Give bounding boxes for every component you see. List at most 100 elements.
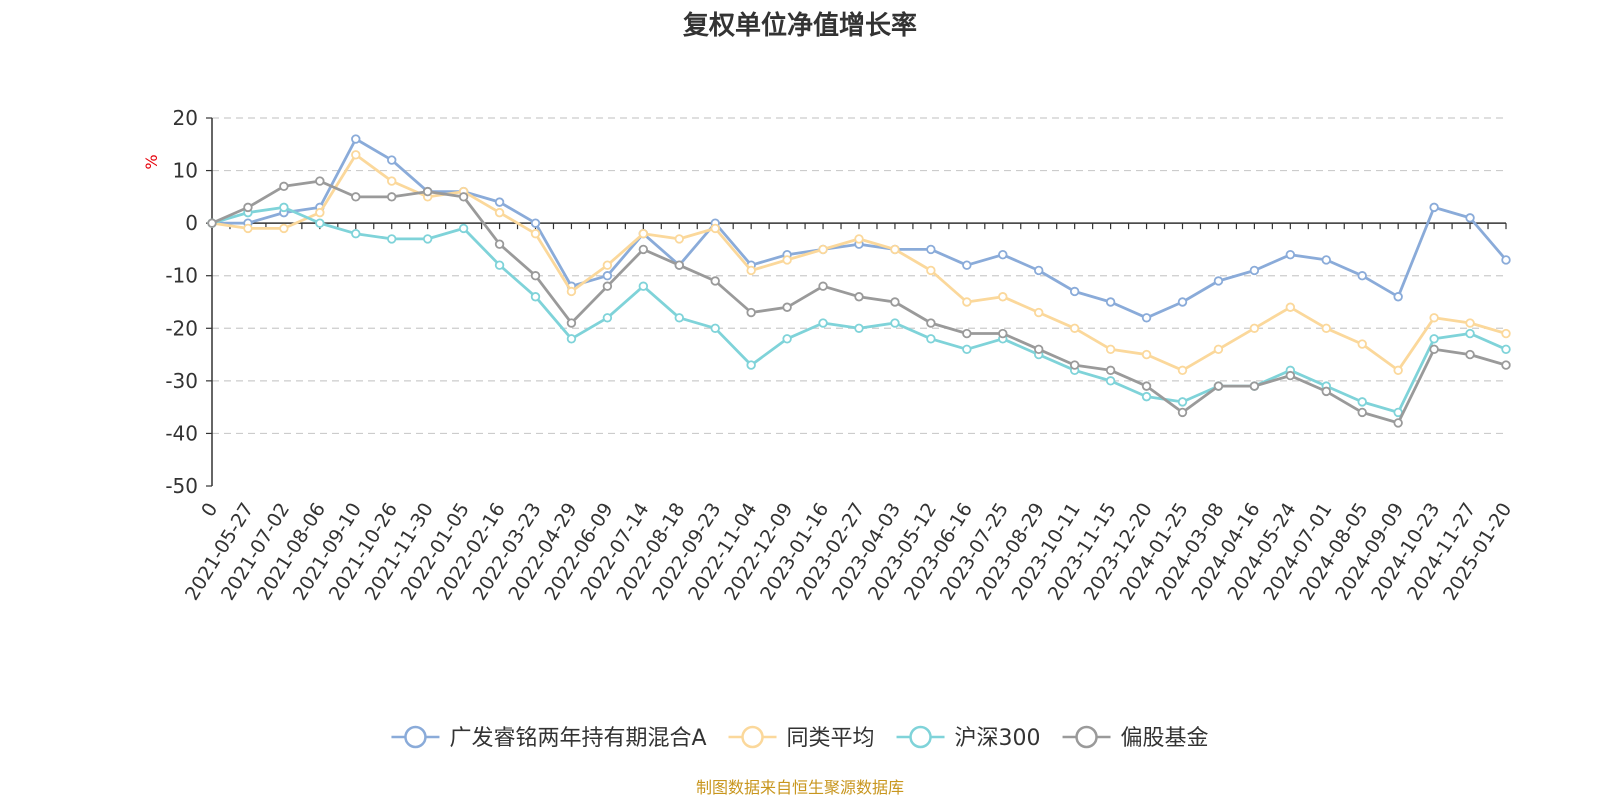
- data-point[interactable]: [494, 207, 505, 218]
- data-point[interactable]: [1501, 255, 1511, 265]
- data-point[interactable]: [1141, 381, 1152, 391]
- data-point[interactable]: [387, 155, 397, 165]
- legend-item[interactable]: 偏股基金: [1062, 725, 1209, 751]
- data-point[interactable]: [674, 260, 684, 270]
- data-point[interactable]: [998, 292, 1008, 302]
- data-point[interactable]: [1429, 313, 1439, 323]
- data-point[interactable]: [530, 271, 541, 281]
- data-point[interactable]: [746, 265, 756, 276]
- data-point[interactable]: [998, 249, 1008, 260]
- data-point[interactable]: [1465, 213, 1475, 223]
- data-point[interactable]: [1141, 349, 1152, 360]
- data-point[interactable]: [1285, 249, 1296, 260]
- data-point[interactable]: [1465, 328, 1475, 339]
- data-point[interactable]: [494, 197, 505, 207]
- data-point[interactable]: [243, 223, 253, 234]
- data-point[interactable]: [1429, 334, 1439, 344]
- data-point[interactable]: [602, 313, 613, 323]
- data-point[interactable]: [782, 302, 792, 312]
- data-point[interactable]: [602, 271, 613, 281]
- data-point[interactable]: [494, 260, 505, 270]
- data-point[interactable]: [1285, 370, 1296, 381]
- data-point[interactable]: [782, 255, 792, 265]
- data-point[interactable]: [530, 228, 541, 239]
- data-point[interactable]: [782, 334, 792, 344]
- data-point[interactable]: [674, 234, 684, 244]
- data-point[interactable]: [746, 360, 756, 370]
- legend-item[interactable]: 广发睿铭两年持有期混合A: [391, 725, 707, 751]
- data-point[interactable]: [926, 334, 936, 344]
- data-point[interactable]: [1069, 323, 1080, 333]
- data-point[interactable]: [351, 192, 361, 202]
- data-point[interactable]: [279, 202, 289, 213]
- data-point[interactable]: [854, 292, 864, 302]
- data-point[interactable]: [207, 218, 217, 228]
- data-point[interactable]: [1429, 344, 1439, 355]
- data-point[interactable]: [962, 297, 972, 307]
- data-point[interactable]: [422, 186, 433, 197]
- data-point[interactable]: [1105, 344, 1116, 355]
- data-point[interactable]: [1105, 297, 1116, 307]
- data-point[interactable]: [1357, 397, 1367, 407]
- data-point[interactable]: [890, 297, 900, 307]
- data-point[interactable]: [1249, 323, 1260, 333]
- data-point[interactable]: [1465, 318, 1475, 328]
- data-point[interactable]: [1213, 344, 1224, 355]
- data-point[interactable]: [566, 334, 577, 344]
- data-point[interactable]: [1429, 202, 1439, 213]
- data-point[interactable]: [854, 323, 864, 333]
- data-point[interactable]: [566, 286, 577, 297]
- data-point[interactable]: [351, 134, 361, 144]
- data-point[interactable]: [530, 292, 541, 302]
- data-point[interactable]: [1141, 313, 1152, 323]
- data-point[interactable]: [1321, 323, 1331, 333]
- data-point[interactable]: [1501, 328, 1511, 339]
- data-point[interactable]: [602, 281, 613, 291]
- data-point[interactable]: [1105, 365, 1116, 376]
- data-point[interactable]: [458, 192, 469, 202]
- data-point[interactable]: [279, 181, 289, 192]
- data-point[interactable]: [638, 281, 649, 291]
- legend-item[interactable]: 沪深300: [896, 725, 1041, 751]
- data-point[interactable]: [818, 318, 828, 328]
- data-point[interactable]: [638, 228, 649, 239]
- data-point[interactable]: [1393, 292, 1403, 302]
- data-point[interactable]: [926, 318, 936, 328]
- data-point[interactable]: [1177, 397, 1188, 407]
- data-point[interactable]: [926, 244, 936, 255]
- data-point[interactable]: [1177, 297, 1188, 307]
- data-point[interactable]: [494, 239, 505, 249]
- data-point[interactable]: [962, 260, 972, 270]
- data-point[interactable]: [458, 223, 469, 234]
- data-point[interactable]: [1069, 286, 1080, 297]
- data-point[interactable]: [602, 260, 613, 270]
- data-point[interactable]: [1321, 255, 1331, 265]
- data-point[interactable]: [890, 318, 900, 328]
- data-point[interactable]: [998, 328, 1008, 339]
- data-point[interactable]: [1285, 302, 1296, 312]
- data-point[interactable]: [926, 265, 936, 276]
- data-point[interactable]: [1034, 265, 1044, 276]
- data-point[interactable]: [351, 228, 361, 239]
- data-point[interactable]: [710, 276, 720, 286]
- data-point[interactable]: [387, 192, 397, 202]
- data-point[interactable]: [1465, 349, 1475, 360]
- data-point[interactable]: [530, 218, 541, 228]
- data-point[interactable]: [566, 318, 577, 328]
- data-point[interactable]: [1213, 381, 1224, 391]
- data-point[interactable]: [387, 176, 397, 186]
- data-point[interactable]: [1357, 271, 1367, 281]
- data-point[interactable]: [279, 223, 289, 234]
- data-point[interactable]: [422, 234, 433, 244]
- data-point[interactable]: [1501, 360, 1511, 370]
- data-point[interactable]: [1213, 276, 1224, 286]
- data-point[interactable]: [710, 223, 720, 234]
- data-point[interactable]: [1249, 265, 1260, 276]
- data-point[interactable]: [746, 307, 756, 318]
- data-point[interactable]: [1393, 418, 1403, 428]
- data-point[interactable]: [1141, 391, 1152, 402]
- data-point[interactable]: [1501, 344, 1511, 355]
- data-point[interactable]: [1321, 386, 1331, 397]
- data-point[interactable]: [315, 207, 325, 218]
- data-point[interactable]: [1177, 407, 1188, 418]
